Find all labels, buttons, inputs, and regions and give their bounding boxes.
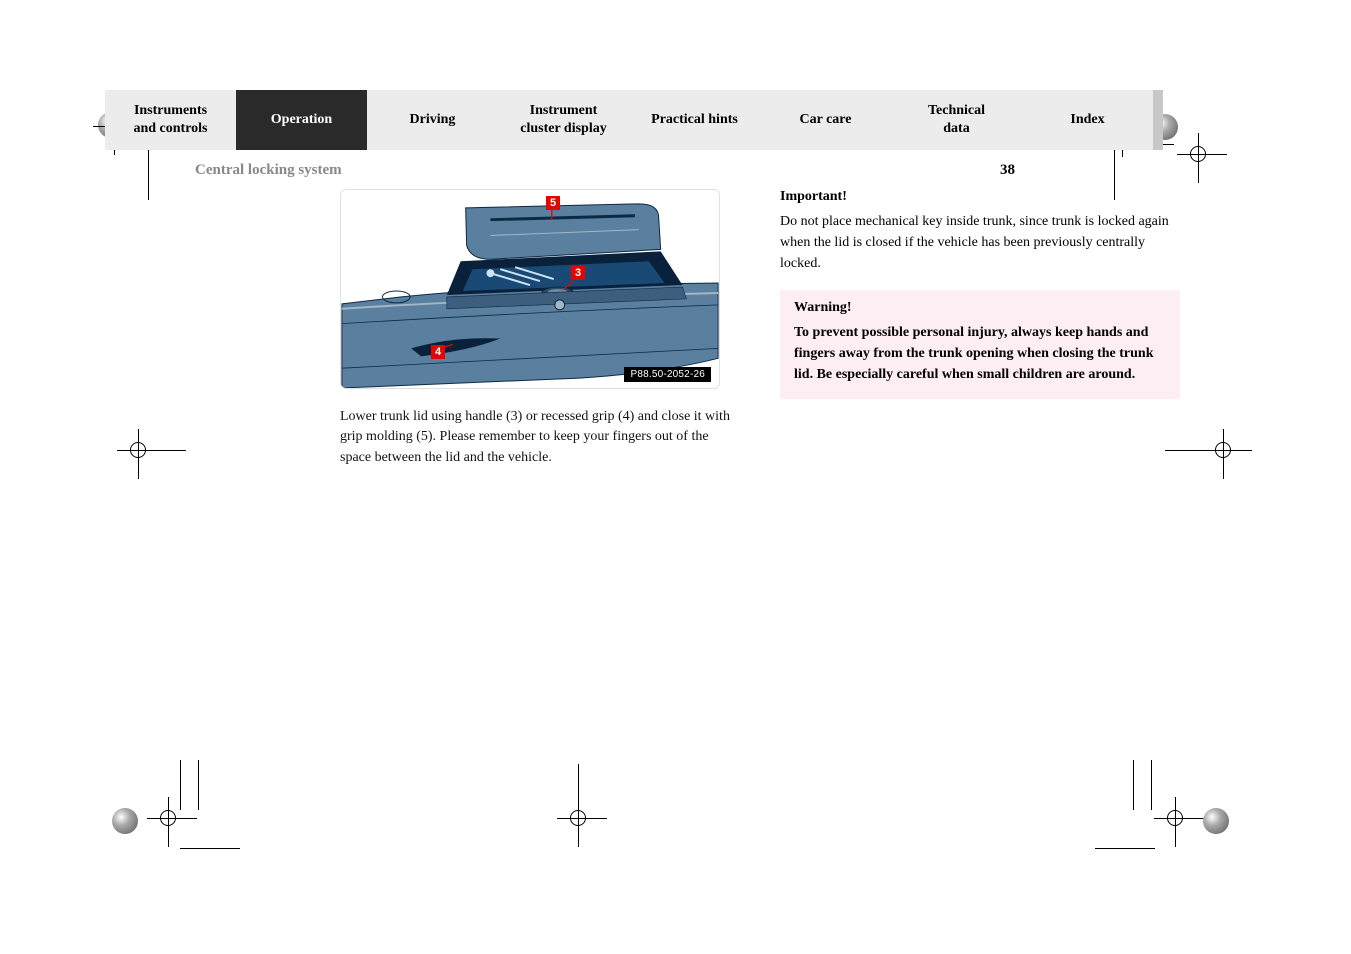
nav-label-line1: Car care	[800, 111, 852, 129]
nav-tab-car-care[interactable]: Car care	[760, 90, 891, 150]
nav-label-line1: Technical	[928, 102, 985, 120]
nav-label-line1: Driving	[410, 111, 456, 129]
content-columns: 5 3 4 P88.50-2052-26 Lower trunk lid usi…	[180, 189, 1190, 468]
nav-label-line1: Operation	[271, 111, 332, 129]
trunk-figure: 5 3 4 P88.50-2052-26	[340, 189, 720, 389]
column-right: Important! Do not place mechanical key i…	[780, 189, 1180, 468]
crop-mark-bottom-right	[1195, 800, 1255, 860]
page-frame: Instruments and controls Operation Drivi…	[180, 90, 1190, 468]
nav-label-line1: Practical hints	[651, 111, 738, 129]
nav-tab-index[interactable]: Index	[1022, 90, 1153, 150]
nav-label-line2: and controls	[133, 120, 207, 138]
section-title: Central locking system	[195, 162, 342, 179]
figure-callout-4: 4	[431, 345, 445, 359]
warning-text: To prevent possible personal injury, alw…	[794, 322, 1166, 385]
warning-heading: Warning!	[794, 300, 1166, 316]
column-left: 5 3 4 P88.50-2052-26 Lower trunk lid usi…	[340, 189, 740, 468]
nav-tab-instruments-and-controls[interactable]: Instruments and controls	[105, 90, 236, 150]
nav-label-line1: Instruments	[134, 102, 207, 120]
nav-tab-technical-data[interactable]: Technical data	[891, 90, 1022, 150]
nav-tab-operation[interactable]: Operation	[236, 90, 367, 150]
nav-tab-instrument-cluster-display[interactable]: Instrument cluster display	[498, 90, 629, 150]
figure-callout-5: 5	[546, 196, 560, 210]
figure-callout-3: 3	[571, 266, 585, 280]
section-row: Central locking system 38	[195, 162, 1015, 179]
trunk-illustration-svg	[341, 190, 719, 388]
nav-tab-practical-hints[interactable]: Practical hints	[629, 90, 760, 150]
crop-mark-bottom-left	[130, 800, 190, 860]
important-text: Do not place mechanical key inside trunk…	[780, 211, 1180, 274]
nav-tab-driving[interactable]: Driving	[367, 90, 498, 150]
nav-label-line1: Index	[1070, 111, 1104, 129]
page-number: 38	[1000, 162, 1015, 179]
crop-mark-bottom-center	[560, 800, 620, 860]
warning-box: Warning! To prevent possible personal in…	[780, 290, 1180, 399]
crop-mark-mid-right	[1195, 440, 1255, 500]
nav-tabs: Instruments and controls Operation Drivi…	[105, 90, 1163, 150]
figure-code: P88.50-2052-26	[624, 367, 711, 382]
nav-label-line2: cluster display	[520, 120, 606, 138]
left-paragraph: Lower trunk lid using handle (3) or rece…	[340, 407, 740, 468]
important-heading: Important!	[780, 189, 1180, 205]
nav-label-line2: data	[943, 120, 969, 138]
nav-edge-right	[1153, 90, 1163, 150]
nav-label-line1: Instrument	[530, 102, 598, 120]
crop-mark-mid-left	[120, 440, 180, 500]
